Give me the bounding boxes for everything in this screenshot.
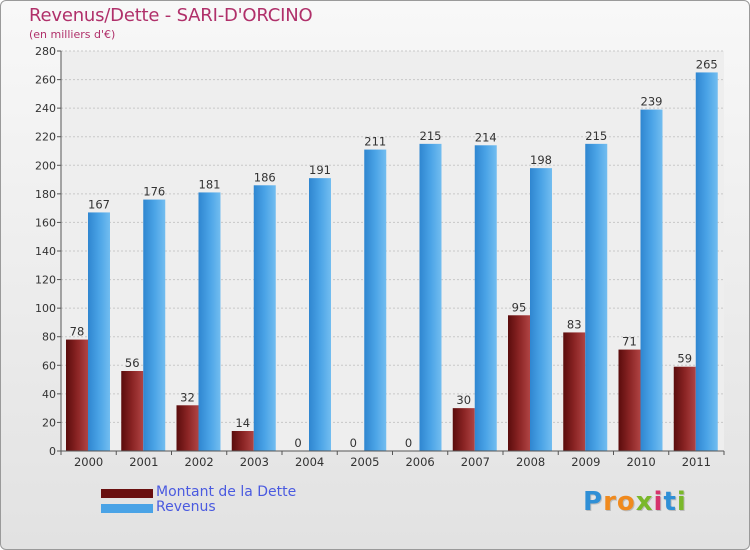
legend-swatch-revenue <box>101 504 153 513</box>
data-label-revenue-2008: 198 <box>530 153 552 167</box>
chart-subtitle: (en milliers d'€) <box>29 28 116 41</box>
bar-debt-2000 <box>66 339 88 451</box>
data-label-revenue-2010: 239 <box>641 95 663 109</box>
logo-letter: i <box>653 487 664 517</box>
y-tick-label: 0 <box>49 445 56 458</box>
x-tick-label-2008: 2008 <box>516 455 545 469</box>
data-label-debt-2011: 59 <box>677 352 692 366</box>
bar-revenue-2000 <box>88 212 110 451</box>
y-tick-label: 200 <box>35 159 56 172</box>
data-label-debt-2002: 32 <box>180 390 195 404</box>
y-tick-label: 80 <box>42 331 56 344</box>
x-tick-label-2001: 2001 <box>129 455 158 469</box>
data-label-revenue-2009: 215 <box>585 129 607 143</box>
x-tick-label-2011: 2011 <box>682 455 711 469</box>
data-label-debt-2008: 95 <box>512 300 527 314</box>
bar-revenue-2003 <box>253 185 276 452</box>
data-label-debt-2000: 78 <box>70 325 85 339</box>
bar-revenue-2002 <box>198 192 221 451</box>
bar-debt-2011 <box>673 366 696 451</box>
legend-label-debt: Montant de la Dette <box>156 484 297 500</box>
bar-revenue-2001 <box>143 199 166 451</box>
data-label-revenue-2006: 215 <box>420 129 442 143</box>
data-label-debt-2003: 14 <box>235 416 250 430</box>
data-label-debt-2009: 83 <box>567 317 582 331</box>
x-tick-label-2002: 2002 <box>184 455 213 469</box>
bar-debt-2003 <box>231 431 254 451</box>
bar-revenue-2008 <box>530 168 552 451</box>
data-label-revenue-2000: 167 <box>88 197 110 211</box>
legend-label-revenue: Revenus <box>156 499 216 515</box>
bar-debt-2010 <box>618 349 641 451</box>
data-label-debt-2010: 71 <box>622 335 637 349</box>
bar-revenue-2010 <box>640 109 663 452</box>
legend-swatch-debt <box>101 489 153 498</box>
y-tick-label: 20 <box>42 416 56 429</box>
data-label-revenue-2003: 186 <box>254 170 276 184</box>
logo-letter: o <box>616 487 636 517</box>
x-tick-label-2007: 2007 <box>461 455 490 469</box>
bar-revenue-2007 <box>474 145 497 452</box>
y-tick-label: 60 <box>42 359 56 372</box>
y-tick-label: 280 <box>35 45 56 58</box>
x-tick-label-2009: 2009 <box>571 455 600 469</box>
bar-revenue-2011 <box>695 72 718 451</box>
y-tick-label: 40 <box>42 388 56 401</box>
bar-revenue-2005 <box>364 149 387 452</box>
y-tick-label: 120 <box>35 274 56 287</box>
y-tick-label: 140 <box>35 245 56 258</box>
proxiti-logo: Proxiti <box>583 487 687 517</box>
y-tick-label: 240 <box>35 102 56 115</box>
data-label-debt-2007: 30 <box>456 393 471 407</box>
bar-revenue-2004 <box>309 178 331 451</box>
data-label-revenue-2001: 176 <box>143 185 165 199</box>
data-label-debt-2005: 0 <box>350 436 357 450</box>
x-tick-label-2004: 2004 <box>295 455 324 469</box>
y-tick-label: 160 <box>35 216 56 229</box>
y-tick-label: 220 <box>35 131 56 144</box>
bar-debt-2002 <box>176 405 199 451</box>
data-label-revenue-2011: 265 <box>696 57 718 71</box>
bar-revenue-2006 <box>419 143 442 451</box>
chart-title: Revenus/Dette - SARI-D'ORCINO <box>29 5 313 26</box>
data-label-revenue-2005: 211 <box>364 135 386 149</box>
logo-letter: x <box>635 487 654 517</box>
y-tick-label: 100 <box>35 302 56 315</box>
logo-letter: i <box>676 487 687 517</box>
bar-debt-2001 <box>121 371 144 451</box>
logo-letter: t <box>663 487 677 517</box>
x-tick-label-2000: 2000 <box>74 455 103 469</box>
x-tick-label-2003: 2003 <box>240 455 269 469</box>
data-label-debt-2004: 0 <box>294 436 301 450</box>
logo-letter: r <box>603 487 617 517</box>
data-label-revenue-2004: 191 <box>309 163 331 177</box>
y-tick-label: 180 <box>35 188 56 201</box>
y-tick-label: 260 <box>35 74 56 87</box>
data-label-revenue-2007: 214 <box>475 130 497 144</box>
data-label-debt-2006: 0 <box>405 436 412 450</box>
bar-debt-2008 <box>508 315 530 451</box>
data-label-debt-2001: 56 <box>125 356 140 370</box>
x-tick-label-2005: 2005 <box>350 455 379 469</box>
logo-letter: P <box>583 487 604 517</box>
bar-debt-2009 <box>563 332 586 451</box>
data-label-revenue-2002: 181 <box>199 177 221 191</box>
x-tick-label-2006: 2006 <box>405 455 434 469</box>
bar-revenue-2009 <box>585 143 608 451</box>
bar-debt-2007 <box>452 408 475 451</box>
x-tick-label-2010: 2010 <box>626 455 655 469</box>
